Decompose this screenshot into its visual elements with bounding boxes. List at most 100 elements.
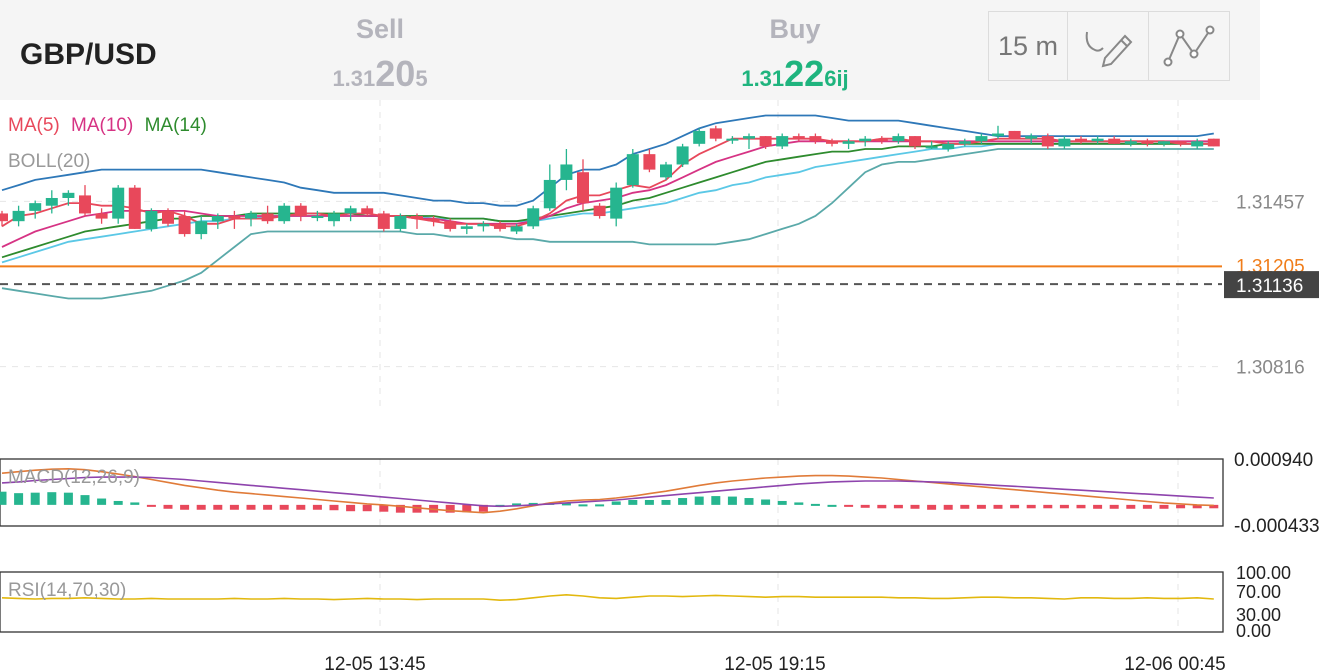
macd-histogram-bar xyxy=(860,504,870,508)
ma5-line xyxy=(1,137,1214,228)
macd-histogram-bar xyxy=(960,504,970,509)
macd-histogram-bar xyxy=(794,502,804,505)
candle-body xyxy=(411,216,423,219)
candle-body xyxy=(12,210,25,222)
macd-histogram-bar xyxy=(777,500,787,505)
candle-body xyxy=(776,136,789,147)
macd-histogram-bar xyxy=(130,502,140,505)
macd-histogram-bar xyxy=(678,498,688,505)
macd-histogram-bar xyxy=(296,504,306,510)
currency-pair-title: GBP/USD xyxy=(20,38,157,71)
candle-body xyxy=(792,136,805,139)
candle-body xyxy=(743,136,755,139)
macd-histogram-bar xyxy=(113,500,123,505)
macd-histogram-bar xyxy=(1159,504,1169,509)
y-tick-label: 1.30816 xyxy=(1236,358,1305,379)
macd-histogram-bar xyxy=(877,504,887,509)
candle-body xyxy=(709,128,722,139)
candle-body xyxy=(925,146,938,149)
macd-histogram-bar xyxy=(910,504,920,509)
macd-histogram-bar xyxy=(329,504,339,511)
candle-body xyxy=(394,216,407,229)
candle-body xyxy=(992,133,1004,137)
candle-body xyxy=(460,226,473,229)
macd-histogram-bar xyxy=(462,504,472,513)
candle-body xyxy=(942,143,955,149)
candle-body xyxy=(975,136,988,142)
buy-price-button[interactable]: Buy 1.31226ij xyxy=(695,14,895,95)
candle-body xyxy=(494,223,506,229)
interval-selector[interactable]: 15 m xyxy=(989,12,1068,80)
macd-histogram-bar xyxy=(810,503,820,506)
candle-body xyxy=(1025,136,1038,139)
rsi-tick-label: 100.00 xyxy=(1236,563,1291,583)
candle-body xyxy=(1008,130,1021,139)
macd-histogram-bar xyxy=(30,492,40,505)
candle-body xyxy=(29,203,42,211)
candle-body xyxy=(1174,141,1187,144)
buy-price: 1.31226ij xyxy=(741,53,849,94)
macd-histogram-bar xyxy=(379,504,389,512)
candle-body xyxy=(1058,138,1071,147)
candle-body xyxy=(1141,141,1154,144)
candle-body xyxy=(444,221,457,229)
macd-histogram-bar xyxy=(561,503,571,506)
candle-body xyxy=(311,216,324,219)
macd-histogram-bar xyxy=(246,504,256,510)
candle-body xyxy=(162,210,174,224)
macd-histogram-bar xyxy=(1209,504,1219,509)
macd-histogram-bar xyxy=(1192,504,1202,509)
chart-toolbar: 15 m xyxy=(988,11,1230,81)
macd-histogram-bar xyxy=(976,504,986,509)
rsi-panel-frame xyxy=(0,571,1224,633)
boll-mid-line xyxy=(1,142,1214,264)
macd-histogram-bar xyxy=(1093,504,1103,509)
candle-body xyxy=(527,208,540,227)
macd-histogram-bar xyxy=(628,499,638,505)
macd-histogram-bar xyxy=(263,504,273,510)
candle-body xyxy=(1158,141,1170,144)
macd-histogram-bar xyxy=(528,502,538,505)
candle-body xyxy=(676,146,689,165)
macd-histogram-bar xyxy=(279,504,289,510)
candle-body xyxy=(1124,141,1137,144)
macd-histogram-bar xyxy=(512,503,522,506)
candle-body xyxy=(826,141,838,144)
macd-dif-line xyxy=(1,467,1214,514)
rsi-line xyxy=(1,593,1214,602)
macd-histogram-bar xyxy=(395,504,405,513)
legend-ma5: MA(5) xyxy=(8,115,60,136)
macd-histogram-bar xyxy=(229,504,239,510)
macd-histogram-bar xyxy=(661,499,671,505)
macd-histogram-bar xyxy=(213,504,223,510)
macd-histogram-bar xyxy=(993,504,1003,509)
macd-histogram-bar xyxy=(1126,504,1136,509)
macd-histogram-bar xyxy=(1026,504,1036,509)
sell-price-button[interactable]: Sell 1.31205 xyxy=(280,14,480,95)
candle-body xyxy=(195,221,208,235)
candle-body xyxy=(1041,136,1054,147)
macd-histogram-bar xyxy=(312,504,322,510)
candle-body xyxy=(958,141,971,144)
boll-lower-line xyxy=(1,148,1214,300)
ma14-line xyxy=(1,142,1214,259)
candle-body xyxy=(1075,138,1087,142)
macd-histogram-bar xyxy=(1043,504,1053,509)
candle-body xyxy=(759,136,772,147)
candle-body xyxy=(610,187,623,219)
macd-histogram-bar xyxy=(47,492,57,505)
draw-pen-icon[interactable] xyxy=(1068,12,1149,80)
candle-body xyxy=(361,208,374,214)
macd-histogram-bar xyxy=(146,504,156,507)
macd-histogram-bar xyxy=(0,491,7,505)
macd-histogram-bar xyxy=(346,504,356,512)
candle-body xyxy=(228,216,241,219)
macd-histogram-bar xyxy=(644,499,654,505)
candle-body xyxy=(112,187,125,219)
candle-body xyxy=(909,136,921,147)
candle-body xyxy=(477,223,490,227)
indicator-line-icon[interactable] xyxy=(1149,12,1229,80)
legend-rsi: RSI(14,70,30) xyxy=(8,580,127,601)
candle-body xyxy=(0,213,8,222)
